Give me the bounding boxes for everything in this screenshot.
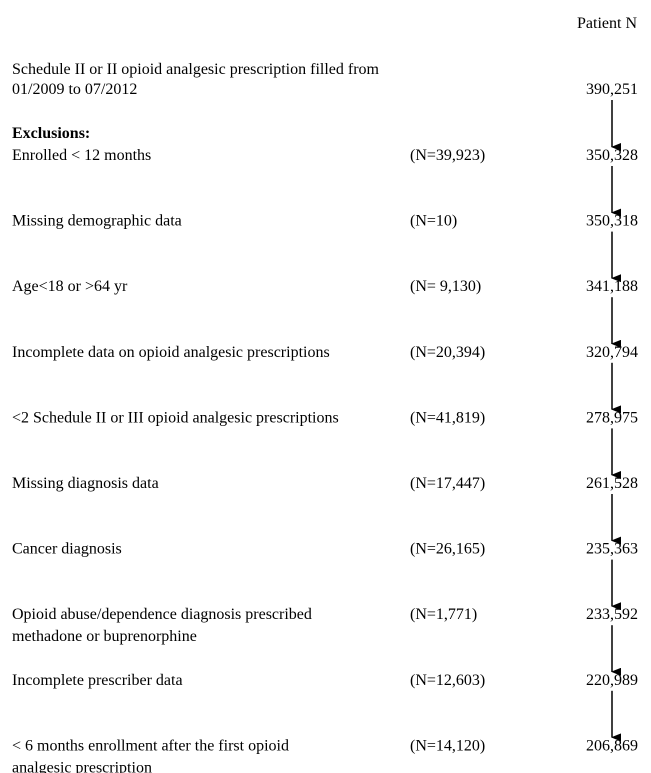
remaining-count: 233,592 (586, 606, 638, 623)
excluded-count: (N=26,165) (410, 541, 485, 558)
step-label: Enrolled < 12 months (12, 147, 151, 164)
exclusions-heading: Exclusions: (12, 125, 90, 142)
step-label: Opioid abuse/dependence diagnosis prescr… (12, 606, 312, 623)
step-label: Incomplete prescriber data (12, 672, 183, 689)
column-title: Patient N (577, 15, 637, 32)
step-label: < 6 months enrollment after the first op… (12, 737, 289, 754)
excluded-count: (N=1,771) (410, 606, 477, 623)
step-label: analgesic prescription (12, 759, 152, 773)
remaining-count: 278,975 (586, 409, 638, 426)
remaining-count: 350,328 (586, 147, 638, 164)
excluded-count: (N=39,923) (410, 147, 485, 164)
excluded-count: (N=10) (410, 213, 457, 230)
remaining-count: 341,188 (586, 278, 638, 295)
excluded-count: (N=14,120) (410, 737, 485, 754)
step-label: Cancer diagnosis (12, 541, 122, 558)
step-label: Missing demographic data (12, 213, 182, 230)
step-label: <2 Schedule II or III opioid analgesic p… (12, 409, 339, 426)
step-label: methadone or buprenorphine (12, 628, 197, 645)
remaining-count: 220,989 (586, 672, 638, 689)
step-label: Incomplete data on opioid analgesic pres… (12, 344, 330, 361)
excluded-count: (N=20,394) (410, 344, 485, 361)
step-label: Missing diagnosis data (12, 475, 159, 492)
excluded-count: (N=12,603) (410, 672, 485, 689)
remaining-count: 206,869 (586, 737, 638, 754)
remaining-count: 261,528 (586, 475, 638, 492)
start-count: 390,251 (586, 81, 638, 98)
start-label: Schedule II or II opioid analgesic presc… (12, 61, 380, 78)
step-label: Age<18 or >64 yr (12, 278, 128, 295)
excluded-count: (N=17,447) (410, 475, 485, 492)
excluded-count: (N= 9,130) (410, 278, 481, 295)
remaining-count: 235,363 (586, 541, 638, 558)
excluded-count: (N=41,819) (410, 409, 485, 426)
start-label: 01/2009 to 07/2012 (12, 81, 137, 98)
remaining-count: 350,318 (586, 213, 638, 230)
remaining-count: 320,794 (586, 344, 638, 361)
